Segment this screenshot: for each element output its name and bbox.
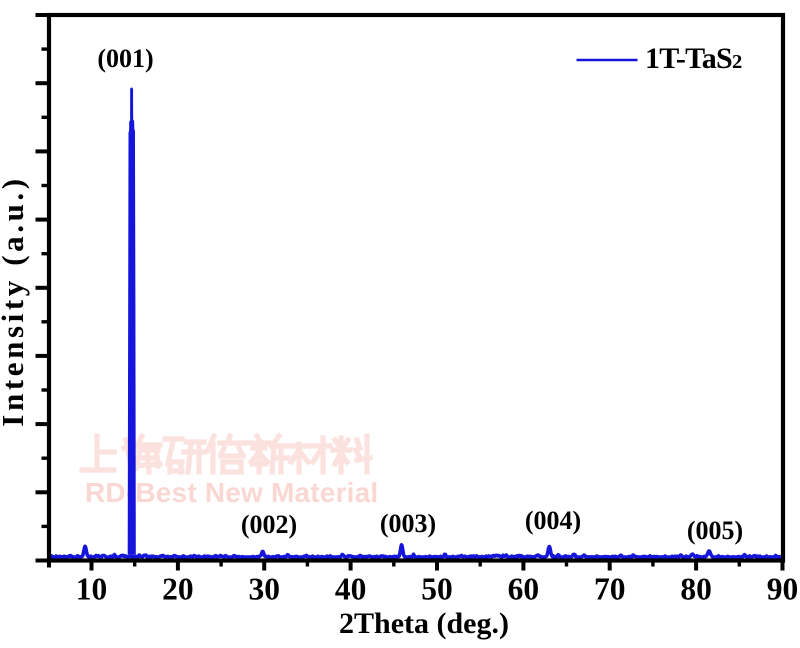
svg-text:60: 60 — [508, 572, 540, 607]
svg-text:(003): (003) — [380, 509, 436, 538]
svg-text:70: 70 — [594, 572, 626, 607]
svg-text:90: 90 — [767, 572, 799, 607]
svg-text:20: 20 — [162, 572, 194, 607]
svg-text:(004): (004) — [525, 506, 581, 535]
svg-text:30: 30 — [248, 572, 280, 607]
svg-text:Intensity (a.u.): Intensity (a.u.) — [0, 175, 30, 426]
svg-text:80: 80 — [680, 572, 712, 607]
svg-text:(002): (002) — [241, 510, 297, 539]
svg-text:10: 10 — [76, 572, 108, 607]
svg-text:1T-TaS2: 1T-TaS2 — [645, 42, 742, 75]
svg-text:50: 50 — [421, 572, 453, 607]
svg-text:(001): (001) — [97, 44, 153, 73]
svg-text:40: 40 — [335, 572, 367, 607]
svg-text:(005): (005) — [687, 516, 743, 545]
svg-text:2Theta (deg.): 2Theta (deg.) — [339, 607, 509, 640]
